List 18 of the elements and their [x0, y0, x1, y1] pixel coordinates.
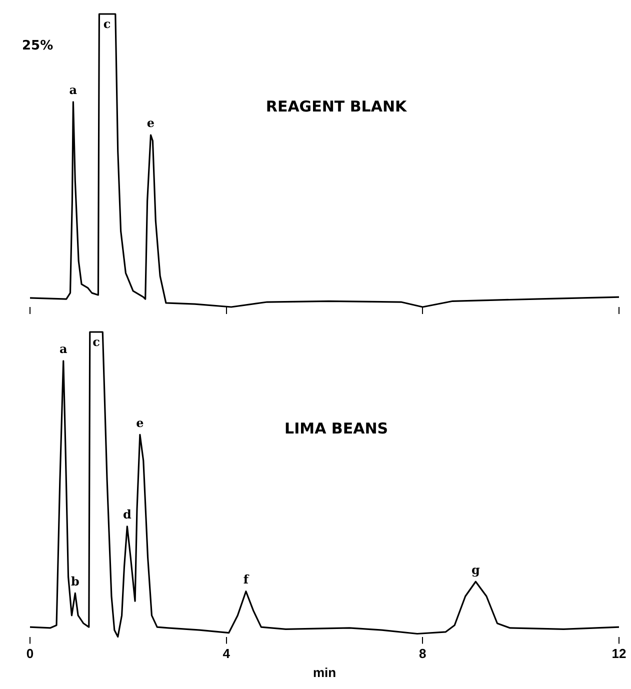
x-axis-title: min — [312, 664, 336, 680]
annotation: e — [136, 416, 144, 430]
text: REAGENT BLANK — [266, 98, 408, 116]
x-tick-label: 12 — [612, 646, 626, 662]
x-tick-label: 8 — [419, 646, 426, 662]
annotation: d — [122, 508, 132, 522]
x-tick-label: 4 — [222, 646, 231, 662]
annotation: g — [471, 562, 480, 577]
x-tick-label: 0 — [26, 646, 34, 662]
annotation: e — [146, 116, 155, 130]
annotation: 25% — [22, 38, 54, 54]
annotation: c — [92, 335, 100, 350]
annotation: c — [103, 17, 111, 32]
annotation: a — [69, 83, 78, 98]
annotation: b — [70, 574, 80, 588]
annotation: f — [243, 572, 250, 587]
annotation: a — [59, 342, 68, 356]
text: LIMA BEANS — [284, 419, 388, 438]
